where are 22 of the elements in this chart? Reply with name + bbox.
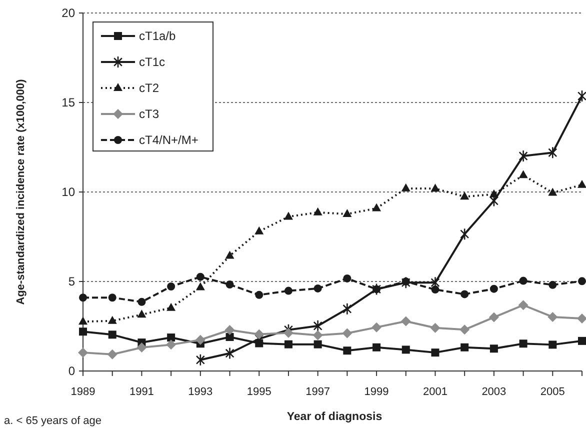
x-tick-label: 1997 bbox=[306, 386, 330, 398]
legend-label: cT1a/b bbox=[139, 29, 176, 44]
y-axis-title: Age-standardized incidence rate (x100,000) bbox=[15, 78, 27, 305]
x-tick-label: 1993 bbox=[188, 386, 213, 398]
x-tick-label: 2001 bbox=[422, 386, 448, 398]
legend-label: cT2 bbox=[139, 81, 160, 96]
x-tick-label: 2003 bbox=[482, 386, 506, 398]
x-tick-label: 2005 bbox=[540, 386, 565, 398]
y-tick-label: 10 bbox=[62, 185, 76, 200]
x-tick-label: 1999 bbox=[364, 386, 389, 398]
x-axis-title: Year of diagnosis bbox=[286, 411, 382, 423]
x-tick-label: 1995 bbox=[246, 386, 272, 398]
y-tick-label: 15 bbox=[62, 96, 76, 110]
legend-label: cT3 bbox=[139, 107, 160, 122]
text: a. < 65 years of age bbox=[4, 415, 102, 427]
x-tick-label: 1989 bbox=[70, 386, 96, 398]
x-tick-label: 1991 bbox=[129, 386, 154, 398]
y-tick-label: 20 bbox=[62, 6, 76, 20]
y-tick-label: 5 bbox=[68, 274, 76, 289]
y-tick-label: 0 bbox=[68, 364, 76, 378]
legend-label: cT4/N+/M+ bbox=[139, 133, 198, 148]
legend-label: cT1c bbox=[139, 55, 166, 70]
